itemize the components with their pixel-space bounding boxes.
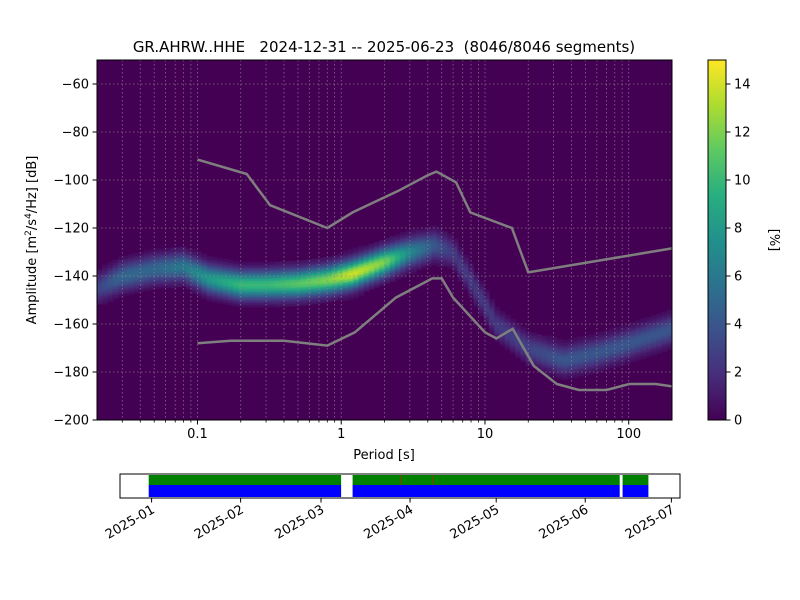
density-heatmap	[97, 225, 672, 381]
y-tick-label: −100	[53, 174, 89, 189]
y-tick-label: −120	[53, 222, 89, 237]
timeline-tick-label: 2025-07	[623, 502, 678, 542]
timeline-tick-label: 2025-06	[537, 502, 592, 542]
y-axis-label-sup2: 4	[24, 213, 34, 219]
y-tick-label: −160	[53, 318, 89, 333]
colorbar-tick-label: 8	[734, 222, 742, 237]
coverage-timeline: 2025-01 2025-02 2025-03 2025-04 2025-05 2025-…	[103, 473, 681, 543]
colorbar-tick-label: 14	[734, 78, 751, 93]
timeline-segment-top	[148, 475, 342, 485]
timeline-segments	[148, 475, 649, 497]
x-axis-label: Period [s]	[353, 448, 415, 463]
colorbar-tick-label: 4	[734, 318, 742, 333]
colorbar-tick-label: 10	[734, 174, 751, 189]
y-tick-label: −140	[53, 270, 89, 285]
x-tick-label: 1	[337, 427, 345, 442]
y-tick-label: −180	[53, 366, 89, 381]
x-axis: 0.1 1 10 100	[121, 420, 641, 442]
y-axis-label-sup1: 2	[24, 230, 34, 236]
colorbar-ticks: 0 2 4 6 8 10 12 14	[726, 78, 751, 429]
y-tick-label: −200	[53, 414, 89, 429]
colorbar-gradient	[707, 59, 727, 421]
colorbar: 0 2 4 6 8 10 12 14 [%]	[707, 59, 781, 429]
chart-title: GR.AHRW..HHE 2024-12-31 -- 2025-06-23 (8…	[133, 38, 635, 56]
timeline-segment-bottom	[622, 485, 649, 497]
timeline-tick-label: 2025-01	[103, 502, 158, 542]
high-noise-model-line	[197, 158, 672, 274]
colorbar-tick-label: 2	[734, 366, 742, 381]
y-axis-label: Amplitude [m2/s4/Hz] [dB]	[24, 156, 40, 325]
y-axis: −60 −80 −100 −120 −140 −160 −180 −200	[53, 78, 97, 429]
noise-models	[197, 158, 672, 392]
timeline-segment-top	[352, 475, 620, 485]
y-tick-label: −80	[62, 126, 89, 141]
x-tick-label: 100	[616, 427, 641, 442]
timeline-segment-bottom	[148, 485, 342, 497]
grid-lines	[97, 60, 672, 420]
low-noise-model-line	[197, 277, 672, 392]
y-axis-label-main: Amplitude [m	[25, 236, 40, 325]
timeline-axis: 2025-01 2025-02 2025-03 2025-04 2025-05 2025-…	[103, 498, 677, 543]
y-axis-label-end: /Hz] [dB]	[25, 156, 40, 214]
timeline-segment-top	[622, 475, 649, 485]
timeline-tick-label: 2025-04	[362, 502, 417, 542]
colorbar-tick-label: 6	[734, 270, 742, 285]
x-tick-label: 10	[477, 427, 494, 442]
colorbar-tick-label: 0	[734, 414, 742, 429]
colorbar-tick-label: 12	[734, 126, 751, 141]
y-tick-label: −60	[62, 78, 89, 93]
plot-area	[96, 59, 673, 421]
timeline-tick-label: 2025-05	[448, 502, 503, 542]
timeline-segment-bottom	[352, 485, 620, 497]
x-tick-label: 0.1	[187, 427, 208, 442]
timeline-tick-label: 2025-02	[192, 502, 247, 542]
colorbar-label: [%]	[766, 229, 781, 252]
timeline-tick-label: 2025-03	[272, 502, 327, 542]
y-axis-label-mid: /s	[25, 219, 40, 230]
